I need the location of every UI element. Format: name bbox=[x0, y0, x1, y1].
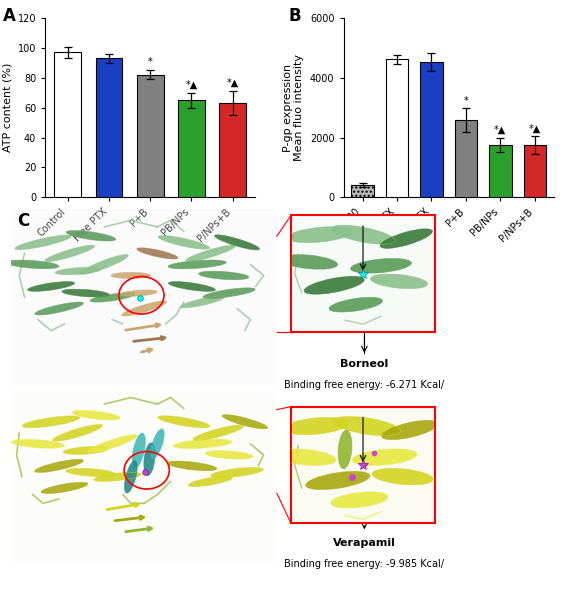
Y-axis label: P-gp expression
Mean fluo intensity: P-gp expression Mean fluo intensity bbox=[282, 54, 305, 161]
Bar bbox=[219, 103, 246, 197]
Ellipse shape bbox=[72, 410, 120, 420]
Ellipse shape bbox=[132, 433, 145, 468]
Ellipse shape bbox=[350, 258, 411, 273]
Bar bbox=[386, 59, 408, 197]
Text: B: B bbox=[289, 7, 302, 25]
Ellipse shape bbox=[11, 440, 64, 448]
Ellipse shape bbox=[275, 449, 336, 465]
Text: *: * bbox=[148, 57, 153, 68]
Ellipse shape bbox=[338, 430, 352, 469]
Bar bbox=[95, 59, 123, 197]
Ellipse shape bbox=[380, 229, 432, 248]
Bar bbox=[178, 100, 205, 197]
Ellipse shape bbox=[215, 235, 259, 250]
Ellipse shape bbox=[41, 483, 88, 493]
Ellipse shape bbox=[167, 461, 217, 471]
Ellipse shape bbox=[288, 227, 352, 243]
Ellipse shape bbox=[333, 416, 401, 436]
Text: C: C bbox=[17, 212, 29, 230]
Ellipse shape bbox=[203, 288, 255, 298]
Bar bbox=[137, 75, 164, 197]
Ellipse shape bbox=[15, 235, 71, 250]
Ellipse shape bbox=[150, 429, 164, 459]
Bar bbox=[455, 120, 477, 197]
Ellipse shape bbox=[181, 296, 224, 308]
Text: *: * bbox=[463, 96, 468, 106]
Ellipse shape bbox=[185, 245, 236, 262]
Ellipse shape bbox=[124, 460, 137, 493]
Ellipse shape bbox=[353, 449, 417, 465]
Ellipse shape bbox=[62, 289, 110, 297]
Ellipse shape bbox=[94, 472, 141, 481]
Ellipse shape bbox=[173, 439, 232, 448]
Ellipse shape bbox=[53, 425, 103, 441]
Bar bbox=[54, 53, 81, 197]
Ellipse shape bbox=[80, 255, 128, 274]
Ellipse shape bbox=[168, 282, 215, 291]
Ellipse shape bbox=[90, 293, 134, 302]
Ellipse shape bbox=[331, 225, 395, 244]
Ellipse shape bbox=[121, 301, 167, 316]
Text: *▲: *▲ bbox=[227, 78, 239, 89]
Text: *▲: *▲ bbox=[529, 123, 541, 133]
Ellipse shape bbox=[120, 290, 157, 296]
Ellipse shape bbox=[137, 248, 178, 259]
Ellipse shape bbox=[280, 255, 338, 269]
Ellipse shape bbox=[158, 416, 210, 428]
Text: Binding free energy: -9.985 Kcal/: Binding free energy: -9.985 Kcal/ bbox=[284, 559, 445, 569]
Bar bbox=[524, 145, 546, 197]
Text: A: A bbox=[3, 7, 16, 25]
Ellipse shape bbox=[205, 451, 253, 459]
Ellipse shape bbox=[372, 468, 433, 485]
Ellipse shape bbox=[34, 302, 84, 315]
Text: *▲: *▲ bbox=[185, 80, 198, 90]
Ellipse shape bbox=[34, 459, 84, 472]
Ellipse shape bbox=[45, 245, 95, 262]
Ellipse shape bbox=[284, 417, 349, 435]
Ellipse shape bbox=[331, 492, 388, 508]
Ellipse shape bbox=[158, 236, 210, 249]
Ellipse shape bbox=[168, 260, 227, 269]
Ellipse shape bbox=[28, 282, 75, 291]
Ellipse shape bbox=[370, 274, 428, 289]
Ellipse shape bbox=[188, 476, 233, 487]
Ellipse shape bbox=[66, 468, 116, 477]
Text: Verapamil: Verapamil bbox=[333, 538, 396, 548]
Ellipse shape bbox=[304, 276, 364, 294]
Bar bbox=[420, 62, 442, 197]
Ellipse shape bbox=[23, 416, 80, 428]
Y-axis label: ATP content (%): ATP content (%) bbox=[2, 63, 12, 152]
Ellipse shape bbox=[211, 468, 263, 477]
Ellipse shape bbox=[193, 425, 244, 441]
Text: *▲: *▲ bbox=[494, 125, 506, 135]
Bar bbox=[489, 145, 511, 197]
Ellipse shape bbox=[381, 420, 438, 440]
Ellipse shape bbox=[199, 271, 249, 280]
Text: Binding free energy: -6.271 Kcal/: Binding free energy: -6.271 Kcal/ bbox=[284, 380, 445, 390]
Bar bbox=[351, 185, 373, 197]
Ellipse shape bbox=[111, 272, 151, 279]
Ellipse shape bbox=[66, 230, 116, 241]
Ellipse shape bbox=[306, 471, 370, 490]
Ellipse shape bbox=[88, 435, 137, 453]
Text: Borneol: Borneol bbox=[340, 359, 389, 369]
Ellipse shape bbox=[63, 447, 108, 454]
Ellipse shape bbox=[144, 443, 155, 476]
Ellipse shape bbox=[6, 260, 59, 269]
Ellipse shape bbox=[329, 297, 383, 312]
Ellipse shape bbox=[55, 267, 100, 274]
Ellipse shape bbox=[222, 414, 268, 429]
